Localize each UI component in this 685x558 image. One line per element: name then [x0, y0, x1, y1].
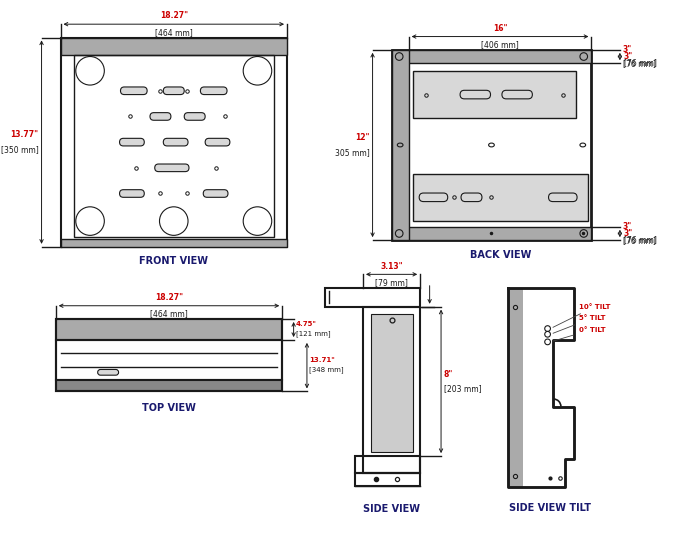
Bar	[508, 288, 523, 488]
FancyBboxPatch shape	[150, 113, 171, 121]
Bar	[325, 288, 420, 307]
FancyBboxPatch shape	[461, 193, 482, 201]
Bar	[392, 50, 591, 63]
FancyBboxPatch shape	[502, 90, 532, 99]
Text: [203 mm]: [203 mm]	[444, 384, 482, 393]
Text: [121 mm]: [121 mm]	[295, 330, 330, 337]
Text: [76 mm]: [76 mm]	[623, 236, 656, 246]
Text: BACK VIEW: BACK VIEW	[471, 249, 532, 259]
Text: 0° TILT: 0° TILT	[553, 326, 606, 341]
FancyBboxPatch shape	[203, 190, 228, 198]
Text: 305 mm]: 305 mm]	[335, 148, 370, 157]
Text: [76 mm]: [76 mm]	[623, 235, 656, 244]
Text: SIDE VIEW: SIDE VIEW	[363, 503, 420, 513]
Bar	[60, 37, 287, 55]
FancyBboxPatch shape	[419, 193, 448, 201]
FancyBboxPatch shape	[120, 190, 145, 198]
FancyBboxPatch shape	[460, 90, 490, 99]
FancyBboxPatch shape	[98, 369, 119, 375]
Bar	[356, 456, 420, 473]
Text: 3": 3"	[623, 229, 633, 238]
FancyBboxPatch shape	[163, 138, 188, 146]
FancyBboxPatch shape	[184, 113, 205, 121]
Text: 13.71": 13.71"	[309, 357, 334, 363]
Bar	[392, 50, 409, 240]
FancyBboxPatch shape	[201, 87, 227, 94]
FancyBboxPatch shape	[155, 164, 189, 172]
Text: FRONT VIEW: FRONT VIEW	[139, 256, 208, 266]
Text: 12": 12"	[356, 133, 370, 142]
FancyBboxPatch shape	[120, 138, 145, 146]
Bar	[392, 227, 591, 240]
Text: 3": 3"	[623, 52, 633, 61]
FancyBboxPatch shape	[163, 87, 184, 94]
Bar	[412, 71, 576, 118]
Bar	[55, 319, 282, 340]
Text: 18.27": 18.27"	[160, 11, 188, 21]
Text: SIDE VIEW TILT: SIDE VIEW TILT	[510, 503, 591, 513]
Text: 3": 3"	[623, 222, 632, 230]
Bar	[363, 307, 420, 473]
Text: [350 mm]: [350 mm]	[1, 145, 38, 154]
Bar	[55, 380, 282, 391]
Bar	[371, 314, 412, 452]
Text: 3": 3"	[623, 45, 632, 54]
Text: [79 mm]: [79 mm]	[375, 278, 408, 287]
Bar	[392, 50, 591, 240]
Bar	[60, 239, 287, 247]
Text: 13.77": 13.77"	[10, 130, 38, 140]
Text: 18.27": 18.27"	[155, 293, 183, 302]
Text: [348 mm]: [348 mm]	[309, 367, 343, 373]
FancyBboxPatch shape	[549, 193, 577, 201]
Text: 5° TILT: 5° TILT	[553, 315, 606, 333]
Text: 8": 8"	[444, 369, 453, 378]
Text: [464 mm]: [464 mm]	[150, 310, 188, 319]
Text: [464 mm]: [464 mm]	[155, 28, 192, 37]
Bar	[356, 473, 420, 487]
Text: [76 mm]: [76 mm]	[623, 59, 656, 68]
Bar	[55, 340, 282, 380]
Text: 16": 16"	[493, 24, 508, 33]
Text: 3.13": 3.13"	[380, 262, 403, 271]
FancyBboxPatch shape	[205, 138, 230, 146]
Text: [406 mm]: [406 mm]	[481, 40, 519, 49]
Bar	[74, 55, 273, 237]
FancyBboxPatch shape	[121, 87, 147, 94]
Bar	[412, 174, 588, 221]
Text: 10° TILT: 10° TILT	[553, 304, 610, 328]
Bar	[60, 37, 287, 247]
Bar	[55, 319, 282, 391]
Text: TOP VIEW: TOP VIEW	[142, 403, 196, 413]
Text: 4.75": 4.75"	[295, 321, 316, 326]
Text: [76 mm]: [76 mm]	[623, 59, 656, 69]
